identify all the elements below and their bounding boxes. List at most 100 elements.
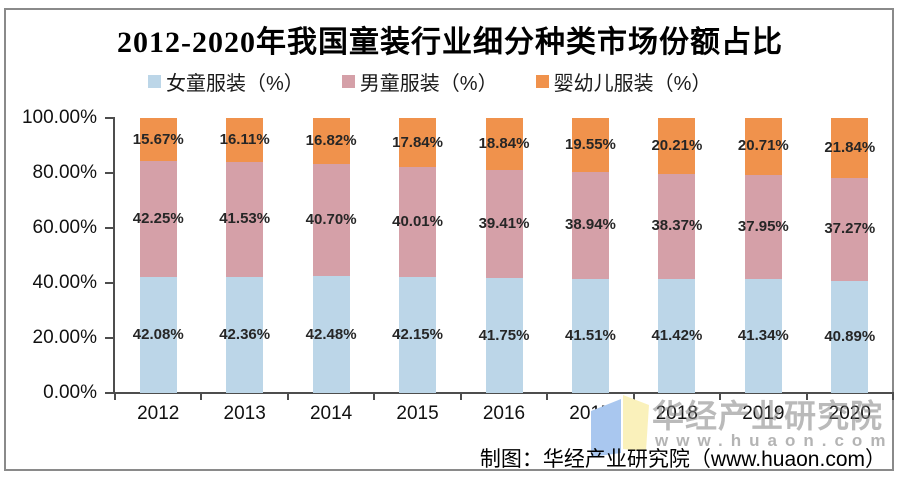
bar-segment-infant-apparel (658, 118, 696, 174)
x-axis-tick (632, 393, 635, 400)
bar-segment-girls-apparel (658, 279, 696, 393)
data-label-boys-apparel: 38.37% (651, 217, 703, 235)
bar-segment-girls-apparel (139, 277, 177, 393)
data-label-girls-apparel: 42.36% (219, 325, 271, 343)
legend-label: 女童服装（%） (166, 72, 304, 95)
bar-segment-boys-apparel (226, 162, 264, 277)
watermark-brand-text: 华经产业研究院 (652, 398, 884, 434)
bar-segment-boys-apparel (571, 171, 609, 279)
data-label-infant-apparel: 20.21% (651, 136, 703, 154)
y-axis-tick (105, 392, 113, 394)
data-label-infant-apparel: 17.84% (392, 133, 443, 151)
data-label-boys-apparel: 41.53% (219, 210, 271, 228)
data-label-infant-apparel: 18.84% (478, 134, 530, 152)
x-axis-tick (805, 393, 808, 400)
x-axis-label: 2016 (482, 403, 526, 424)
bar-segment-girls-apparel (744, 279, 782, 393)
legend-swatch-girls-apparel (148, 74, 161, 88)
bar-segment-boys-apparel (831, 178, 869, 281)
x-axis-label: 2012 (137, 403, 180, 424)
legend-item-infant-apparel: 婴幼儿服装（%） (535, 67, 712, 96)
x-axis-tick (719, 393, 722, 400)
y-axis-tick (105, 337, 113, 339)
watermark-site-text: www.huaon.com (655, 431, 894, 450)
legend: 女童服装（%） 男童服装（%） 婴幼儿服装（%） (148, 67, 712, 96)
bar-segment-infant-apparel (485, 118, 523, 170)
bar-segment-girls-apparel (399, 277, 437, 393)
data-label-boys-apparel: 38.94% (565, 216, 616, 234)
y-axis-tick (105, 117, 113, 119)
x-axis-tick (373, 393, 376, 400)
y-axis-label: 0.00% (43, 382, 97, 403)
data-label-boys-apparel: 37.27% (824, 220, 876, 238)
y-axis-line (113, 117, 115, 394)
legend-swatch-boys-apparel (341, 74, 355, 88)
y-axis-tick (105, 172, 113, 174)
x-axis-tick (200, 393, 203, 400)
open-book-icon (591, 395, 649, 457)
bar-segment-boys-apparel (485, 169, 523, 279)
bar-segment-boys-apparel (658, 173, 696, 280)
x-axis-tick (114, 393, 116, 400)
bar-segment-infant-apparel (744, 118, 782, 175)
x-axis-label: 2018 (655, 403, 699, 424)
x-axis-tick (286, 393, 289, 400)
data-label-infant-apparel: 16.11% (219, 131, 270, 149)
x-axis-label: 2020 (828, 403, 871, 424)
x-axis-label: 2015 (396, 403, 439, 424)
data-label-boys-apparel: 40.01% (392, 213, 443, 231)
y-axis-tick (105, 282, 113, 284)
data-label-boys-apparel: 37.95% (737, 218, 789, 236)
bar-segment-boys-apparel (744, 174, 782, 280)
bar-segment-girls-apparel (226, 276, 264, 393)
legend-item-girls-apparel: 女童服装（%） (148, 67, 304, 96)
data-label-infant-apparel: 20.71% (737, 137, 789, 155)
data-label-girls-apparel: 40.89% (824, 327, 876, 345)
x-axis-tick (892, 393, 894, 400)
bar-segment-infant-apparel (571, 118, 609, 172)
bar-segment-infant-apparel (226, 118, 264, 163)
data-label-girls-apparel: 41.42% (651, 327, 703, 345)
bar-segment-boys-apparel (139, 161, 177, 278)
data-label-girls-apparel: 41.75% (478, 326, 530, 344)
y-axis-label: 20.00% (32, 327, 97, 348)
bar-segment-infant-apparel (312, 118, 350, 165)
data-label-girls-apparel: 41.51% (565, 326, 616, 344)
data-label-infant-apparel: 21.84% (824, 139, 876, 157)
y-axis-label: 60.00% (32, 217, 97, 238)
data-label-infant-apparel: 19.55% (565, 135, 616, 153)
y-axis-tick (105, 227, 113, 229)
data-label-boys-apparel: 42.25% (132, 210, 184, 228)
legend-label: 婴幼儿服装（%） (553, 72, 712, 95)
credit-line: 制图：华经产业研究院（www.huaon.com） (479, 448, 886, 471)
x-axis-tick (459, 393, 462, 400)
x-axis-label: 2019 (742, 403, 785, 424)
x-axis-tick (546, 393, 549, 400)
data-label-girls-apparel: 42.15% (392, 326, 443, 344)
x-axis-label: 2014 (309, 403, 353, 424)
data-label-boys-apparel: 39.41% (478, 214, 530, 232)
chart-title: 2012-2020年我国童装行业细分种类市场份额占比 (117, 26, 783, 59)
x-axis-line (113, 392, 894, 394)
data-label-infant-apparel: 15.67% (132, 130, 184, 148)
y-axis-label: 80.00% (32, 162, 97, 183)
bar-segment-infant-apparel (831, 118, 869, 179)
data-label-infant-apparel: 16.82% (305, 132, 357, 150)
bar-segment-boys-apparel (399, 167, 437, 278)
data-label-girls-apparel: 42.08% (132, 326, 184, 344)
legend-swatch-infant-apparel (535, 74, 549, 88)
bar-segment-girls-apparel (831, 280, 869, 393)
y-axis-label: 40.00% (32, 272, 97, 293)
bar-segment-girls-apparel (312, 276, 350, 393)
legend-label: 男童服装（%） (359, 72, 498, 95)
data-label-boys-apparel: 40.70% (305, 211, 357, 229)
y-axis-label: 100.00% (21, 107, 97, 128)
data-label-girls-apparel: 41.34% (737, 327, 789, 345)
x-axis-label: 2013 (223, 403, 266, 424)
bar-segment-infant-apparel (399, 118, 437, 168)
legend-item-boys-apparel: 男童服装（%） (341, 67, 498, 96)
bar-segment-infant-apparel (139, 118, 177, 162)
bar-segment-girls-apparel (571, 278, 609, 393)
data-label-girls-apparel: 42.48% (305, 325, 357, 343)
